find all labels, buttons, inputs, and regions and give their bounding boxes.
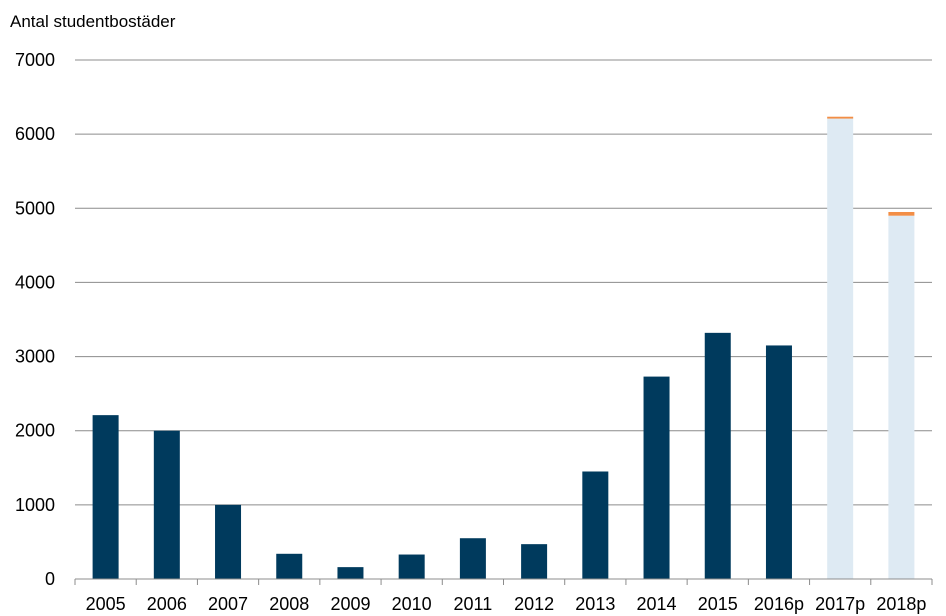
y-tick-label: 6000 <box>15 124 55 144</box>
y-tick-label: 5000 <box>15 198 55 218</box>
bar <box>827 118 854 579</box>
bar <box>215 504 242 579</box>
x-tick-label: 2018p <box>876 594 926 614</box>
bar <box>92 415 119 579</box>
chart-title: Antal studentbostäder <box>10 12 176 31</box>
x-tick-label: 2007 <box>208 594 248 614</box>
bar <box>643 376 670 579</box>
x-tick-label: 2005 <box>86 594 126 614</box>
x-tick-label: 2006 <box>147 594 187 614</box>
x-tick-label: 2017p <box>815 594 865 614</box>
bar <box>153 430 180 579</box>
x-tick-label: 2010 <box>392 594 432 614</box>
x-tick-label: 2015 <box>698 594 738 614</box>
y-tick-label: 2000 <box>15 421 55 441</box>
bar <box>521 544 548 579</box>
x-tick-label: 2008 <box>269 594 309 614</box>
x-tick-label: 2014 <box>637 594 677 614</box>
bar <box>337 567 364 579</box>
x-tick-label: 2016p <box>754 594 804 614</box>
y-tick-label: 7000 <box>15 50 55 70</box>
bar <box>459 538 486 579</box>
y-tick-label: 4000 <box>15 272 55 292</box>
x-tick-label: 2013 <box>575 594 615 614</box>
bar <box>888 215 915 579</box>
y-tick-label: 3000 <box>15 347 55 367</box>
bar <box>398 554 425 579</box>
bar <box>276 553 303 579</box>
bar <box>582 471 609 579</box>
x-tick-label: 2011 <box>454 594 493 614</box>
bar <box>827 116 854 119</box>
bar <box>888 211 915 216</box>
bar <box>704 332 731 579</box>
y-tick-label: 0 <box>45 569 55 589</box>
x-tick-label: 2009 <box>330 594 370 614</box>
y-tick-label: 1000 <box>15 495 55 515</box>
x-tick-label: 2012 <box>514 594 554 614</box>
bar <box>765 345 792 579</box>
